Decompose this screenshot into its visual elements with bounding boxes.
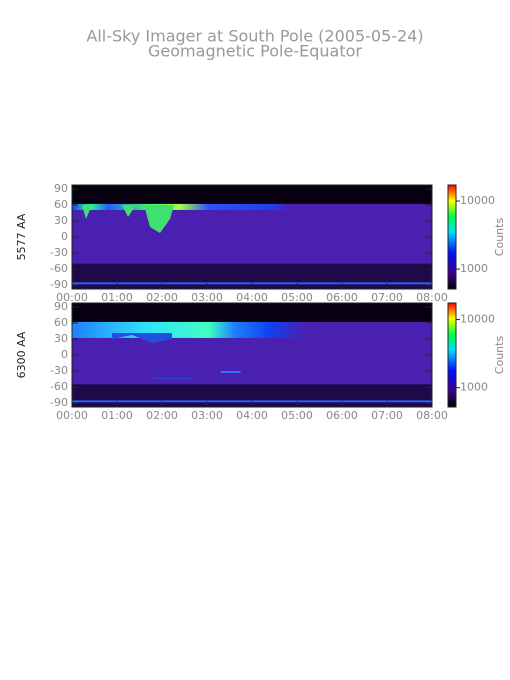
y-tick-label: -90 <box>50 396 68 409</box>
colorbar-tick-label: 10000 <box>460 194 495 207</box>
x-tick-label: 04:00 <box>236 291 268 304</box>
y-tick-label: 60 <box>54 198 68 211</box>
heatmap-top-dark <box>72 303 432 322</box>
x-tick-label: 02:00 <box>146 291 178 304</box>
x-tick-label: 03:00 <box>191 409 223 422</box>
y-axis-label: 6300 AA <box>15 331 28 378</box>
y-tick-label: 90 <box>54 182 68 195</box>
x-tick-label: 06:00 <box>326 291 358 304</box>
x-tick-label: 01:00 <box>101 409 133 422</box>
colorbar-tick-label: 10000 <box>460 313 495 326</box>
x-tick-label: 07:00 <box>371 409 403 422</box>
y-tick-label: -60 <box>50 380 68 393</box>
y-tick-label: -30 <box>50 364 68 377</box>
x-tick-label: 02:00 <box>146 409 178 422</box>
y-tick-label: 0 <box>61 348 68 361</box>
colorbar-label: Counts <box>493 336 506 375</box>
x-tick-label: 08:00 <box>416 409 448 422</box>
x-tick-label: 05:00 <box>281 291 313 304</box>
chart-subtitle: Geomagnetic Pole-Equator <box>148 42 362 61</box>
heatmap-band <box>72 203 432 210</box>
x-tick-label: 07:00 <box>371 291 403 304</box>
x-tick-label: 03:00 <box>191 291 223 304</box>
heatmap-streak <box>220 371 241 373</box>
x-tick-label: 00:00 <box>56 291 88 304</box>
y-tick-label: 30 <box>54 214 68 227</box>
x-tick-label: 00:00 <box>56 409 88 422</box>
y-tick-label: 30 <box>54 332 68 345</box>
heatmap-streak <box>153 377 193 380</box>
heatmap-top-dark <box>72 185 432 204</box>
colorbar-tick-label: 1000 <box>460 381 488 394</box>
x-tick-label: 08:00 <box>416 291 448 304</box>
chart-title: All-Sky Imager at South Pole (2005-05-24… <box>86 27 423 46</box>
y-tick-label: 60 <box>54 316 68 329</box>
x-tick-label: 04:00 <box>236 409 268 422</box>
y-tick-label: 0 <box>61 230 68 243</box>
x-tick-label: 01:00 <box>101 291 133 304</box>
colorbar <box>447 184 457 290</box>
colorbar-tick-label: 1000 <box>460 262 488 275</box>
y-tick-label: -30 <box>50 246 68 259</box>
y-tick-label: -90 <box>50 278 68 291</box>
heatmap-patch <box>112 333 172 343</box>
colorbar-label: Counts <box>493 218 506 257</box>
y-tick-label: 90 <box>54 300 68 313</box>
y-tick-label: -60 <box>50 262 68 275</box>
colorbar <box>447 302 457 408</box>
y-axis-label: 5577 AA <box>15 213 28 260</box>
x-tick-label: 06:00 <box>326 409 358 422</box>
heatmap-patch <box>82 205 174 233</box>
x-tick-label: 05:00 <box>281 409 313 422</box>
